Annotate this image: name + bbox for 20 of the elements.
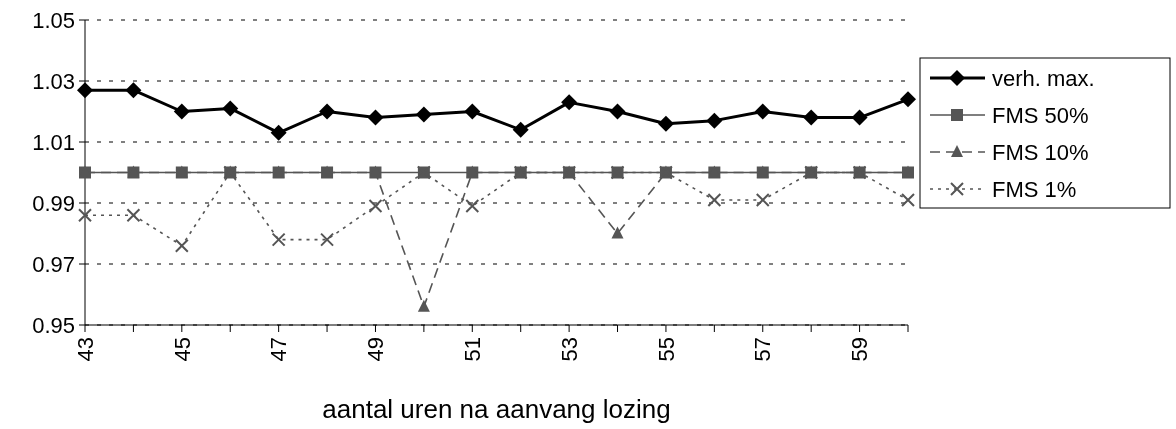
- x-tick-label: 47: [266, 337, 292, 362]
- y-tick-label: 0.95: [32, 312, 75, 338]
- y-tick-label: 0.99: [32, 190, 75, 216]
- y-tick-label: 1.05: [32, 7, 75, 33]
- legend-label: FMS 10%: [992, 139, 1089, 165]
- x-tick-label: 51: [459, 337, 485, 362]
- x-tick-label: 45: [169, 337, 195, 362]
- legend-label: FMS 1%: [992, 176, 1077, 202]
- x-tick-label: 43: [72, 337, 98, 362]
- x-tick-label: 57: [750, 337, 776, 362]
- legend-label: verh. max.: [992, 65, 1095, 91]
- y-tick-label: 0.97: [32, 251, 75, 277]
- x-tick-label: 59: [847, 337, 873, 362]
- legend-label: FMS 50%: [992, 102, 1089, 128]
- y-tick-label: 1.01: [32, 129, 75, 155]
- x-tick-label: 49: [363, 337, 389, 362]
- x-tick-label: 55: [653, 337, 679, 362]
- x-tick-label: 53: [556, 337, 582, 362]
- x-axis-title: aantal uren na aanvang lozing: [322, 394, 671, 424]
- y-tick-label: 1.03: [32, 68, 75, 94]
